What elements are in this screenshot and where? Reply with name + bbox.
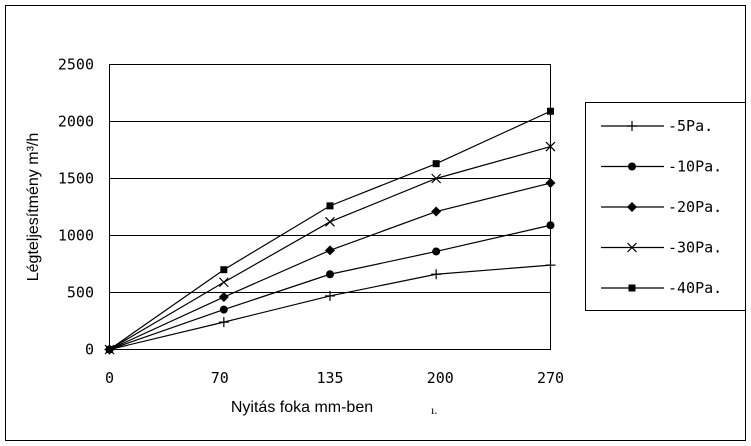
- legend-marker-plus: [627, 121, 637, 131]
- point--20Pa.-135: [325, 245, 335, 256]
- y-tick-1000: 1000: [58, 227, 94, 245]
- legend-marker-diamond: [627, 202, 637, 212]
- point--20Pa.-270: [545, 178, 556, 189]
- y-axis-label: Légteljesítmény m³/h: [25, 133, 42, 282]
- plot-area: [109, 64, 551, 350]
- legend-entry--40Pa.: -40Pa.: [601, 279, 722, 297]
- x-tick-70: 70: [211, 369, 229, 387]
- legend-entry--5Pa.: -5Pa.: [601, 117, 713, 135]
- point--40Pa.-200: [432, 160, 440, 168]
- legend-label: -10Pa.: [668, 158, 722, 176]
- point--10Pa.-70: [219, 305, 228, 314]
- point--5Pa.-135: [325, 290, 335, 301]
- x-tick-labels: 0 70 135 200 270: [105, 369, 564, 387]
- series-line--40Pa.: [109, 110, 551, 350]
- y-tick-500: 500: [67, 284, 94, 302]
- series-layer: [104, 107, 556, 355]
- legend-label: -40Pa.: [668, 279, 722, 297]
- legend: -5Pa. -10Pa. -20Pa. -30Pa. -40Pa.: [601, 117, 722, 297]
- point--40Pa.-270: [547, 107, 554, 115]
- stray-mark: ı.: [431, 403, 437, 417]
- point--10Pa.-270: [546, 221, 555, 230]
- legend-marker-cross: [627, 242, 637, 253]
- legend-marker-square: [628, 284, 636, 292]
- series-line--10Pa.: [109, 224, 551, 351]
- legend-entry--20Pa.: -20Pa.: [601, 198, 722, 216]
- point--40Pa.-135: [326, 202, 334, 210]
- point--10Pa.-200: [432, 247, 441, 256]
- point--20Pa.-70: [218, 292, 229, 303]
- x-tick-270: 270: [537, 369, 564, 387]
- series--40Pa.: [106, 107, 554, 353]
- legend-entry--10Pa.: -10Pa.: [601, 158, 722, 176]
- y-tick-2000: 2000: [58, 113, 94, 131]
- legend-entry--30Pa.: -30Pa.: [601, 239, 722, 257]
- point--10Pa.-135: [326, 270, 334, 279]
- legend-label: -30Pa.: [668, 239, 722, 257]
- point--5Pa.-270: [545, 260, 556, 271]
- x-axis-label: Nyitás foka mm-ben: [231, 399, 373, 416]
- point--30Pa.-200: [431, 173, 442, 184]
- y-tick-2500: 2500: [58, 56, 94, 74]
- x-tick-0: 0: [105, 369, 114, 387]
- series--10Pa.: [105, 221, 555, 354]
- legend-marker-circle: [628, 162, 636, 171]
- y-tick-0: 0: [85, 341, 94, 359]
- series--5Pa.: [104, 260, 556, 355]
- point--40Pa.-0: [106, 346, 113, 353]
- x-tick-135: 135: [316, 369, 343, 387]
- point--5Pa.-70: [218, 317, 229, 328]
- point--30Pa.-135: [325, 216, 335, 227]
- y-tick-1500: 1500: [58, 170, 94, 188]
- point--30Pa.-70: [218, 277, 229, 288]
- point--20Pa.-200: [431, 206, 442, 217]
- point--30Pa.-270: [545, 141, 556, 152]
- legend-label: -5Pa.: [668, 117, 713, 135]
- legend-label: -20Pa.: [668, 198, 722, 216]
- x-tick-200: 200: [427, 369, 454, 387]
- point--40Pa.-70: [220, 266, 228, 274]
- y-tick-labels: 0 500 1000 1500 2000 2500: [58, 56, 94, 359]
- point--5Pa.-200: [431, 269, 442, 280]
